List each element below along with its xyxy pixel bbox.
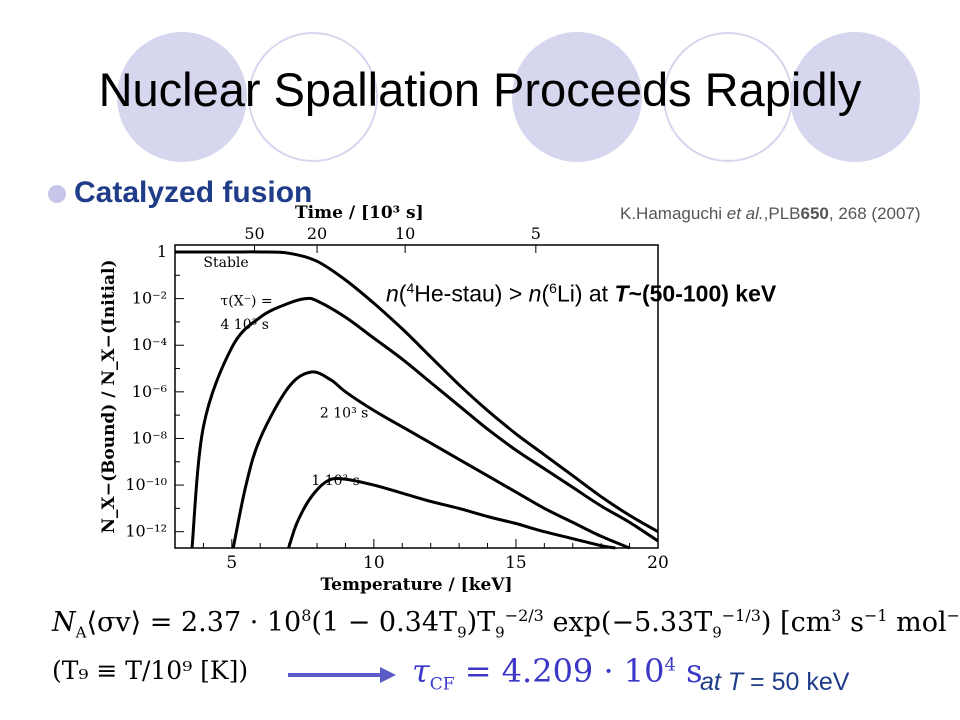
annotation-text: n(4He-stau) > n(6Li) at T~(50-100) keV: [386, 280, 776, 308]
t9-definition: (T₉ ≡ T/10⁹ [K]): [52, 656, 249, 685]
y-tick-label: 10⁻⁶: [132, 382, 167, 401]
curve-annotation-4: 2 10³ s: [320, 405, 368, 421]
tau-symbol: τ: [412, 652, 430, 690]
curve-annotation-5: 1 10³ s: [311, 473, 359, 489]
ref-journal: ,PLB: [763, 204, 801, 223]
f-exp4: −1: [863, 606, 888, 625]
ann-T: T: [614, 280, 629, 307]
tau-exp: 4: [664, 654, 676, 676]
series-curve-2: [190, 296, 659, 549]
f-mid3: exp(−5.33T: [543, 607, 713, 638]
x-axis-title: Temperature / [keV]: [320, 575, 512, 595]
f-tail2: s: [841, 607, 864, 638]
f-sub9b: 9: [495, 623, 505, 642]
rate-formula: NA⟨σv⟩ = 2.37 · 108(1 − 0.34T9)T9−2/3 ex…: [52, 606, 960, 641]
f-mid: (1 − 0.34T: [311, 607, 458, 638]
f-mid2: )T: [466, 607, 496, 638]
plot-frame: [174, 244, 659, 549]
ann-species2: Li) at: [556, 280, 615, 307]
arrow-right-icon: [288, 667, 396, 683]
tau-sub: CF: [429, 674, 455, 695]
f-tail3: mol: [887, 607, 947, 638]
ann-p2: (: [541, 280, 550, 307]
f-lhs: ⟨σv⟩ = 2.37 · 10: [86, 607, 302, 638]
series-curve-1: [175, 250, 659, 534]
x-tick-label: 20: [647, 553, 669, 573]
f-exp2: −1/3: [721, 606, 761, 625]
reference-citation: K.Hamaguchi et al.,PLB650, 268 (2007): [620, 204, 921, 224]
at-temperature-note: at T = 50 keV: [700, 668, 849, 697]
x-tick-label: 5: [226, 553, 237, 573]
f-exp5: −1: [946, 606, 960, 625]
y-tick-label: 1: [157, 242, 167, 261]
ref-rest: , 268 (2007): [828, 204, 921, 223]
y-tick-label: 10⁻¹²: [125, 522, 167, 541]
y-tick-label: 10⁻²: [132, 289, 167, 308]
f-exp8: 8: [301, 606, 312, 625]
curve-annotation-1: Stable: [203, 255, 248, 271]
f-N: N: [52, 607, 76, 638]
bullet-text: Catalyzed fusion: [74, 176, 313, 209]
y-axis-title: N_X−(Bound) / N_X−(Initial): [99, 259, 119, 533]
decor-circle-2: [512, 32, 642, 162]
f-sub-A: A: [75, 623, 87, 642]
ann-n1: n: [386, 280, 399, 307]
at-prefix: at: [700, 668, 728, 696]
top-tick-label: 50: [244, 224, 264, 243]
series-curve-3: [231, 370, 631, 550]
x-tick-label: 15: [505, 553, 527, 573]
y-tick-label: 10⁻¹⁰: [125, 475, 167, 494]
ann-p1: (: [398, 280, 407, 307]
at-T: T: [727, 668, 744, 696]
tau-cf-result: τCF = 4.209 · 104 s: [412, 652, 703, 694]
ref-volume: 650: [800, 204, 829, 223]
f-sub9c: 9: [712, 623, 722, 642]
curve-annotation-2: τ(X⁻) =: [220, 294, 272, 310]
f-sub9a: 9: [457, 623, 467, 642]
y-tick-label: 10⁻⁴: [132, 335, 167, 354]
tau-unit: s: [675, 652, 703, 690]
chart: 5 10 15 20 1 10⁻² 10⁻⁴ 10⁻⁶ 10⁻⁸ 10⁻¹⁰ 10⁻¹² 50 20 10…: [99, 205, 669, 595]
top-tick-label: 5: [531, 224, 541, 243]
decor-ring-1: [248, 32, 378, 162]
ref-etal: et al.: [726, 204, 764, 223]
x-tick-label: 10: [363, 553, 385, 573]
slide-title: Nuclear Spallation Proceeds Rapidly: [98, 63, 862, 116]
decor-circle-1: [117, 32, 247, 162]
tau-value: = 4.209 · 10: [454, 652, 665, 690]
top-tick-label: 20: [307, 224, 327, 243]
f-tail: ) [cm: [760, 607, 832, 638]
decor-circle-3: [790, 32, 920, 162]
ann-mass1: 4: [406, 280, 415, 296]
series-curve-4: [287, 476, 616, 550]
top-tick-label: 10: [395, 224, 415, 243]
y-tick-label: 10⁻⁸: [132, 428, 167, 447]
f-exp3: 3: [831, 606, 842, 625]
f-exp1: −2/3: [504, 606, 544, 625]
ann-mass2: 6: [549, 280, 557, 296]
curve-annotation-3: 4 10³ s: [220, 317, 268, 333]
ref-author: K.Hamaguchi: [620, 204, 727, 223]
ann-range: ~(50-100) keV: [628, 280, 777, 307]
at-rest: = 50 keV: [743, 668, 850, 696]
top-axis-title: Time / [10³ s]: [295, 205, 424, 223]
ann-n2: n: [528, 280, 542, 307]
ann-species1: He-stau) >: [414, 280, 529, 307]
bullet-dot-icon: [48, 185, 66, 203]
